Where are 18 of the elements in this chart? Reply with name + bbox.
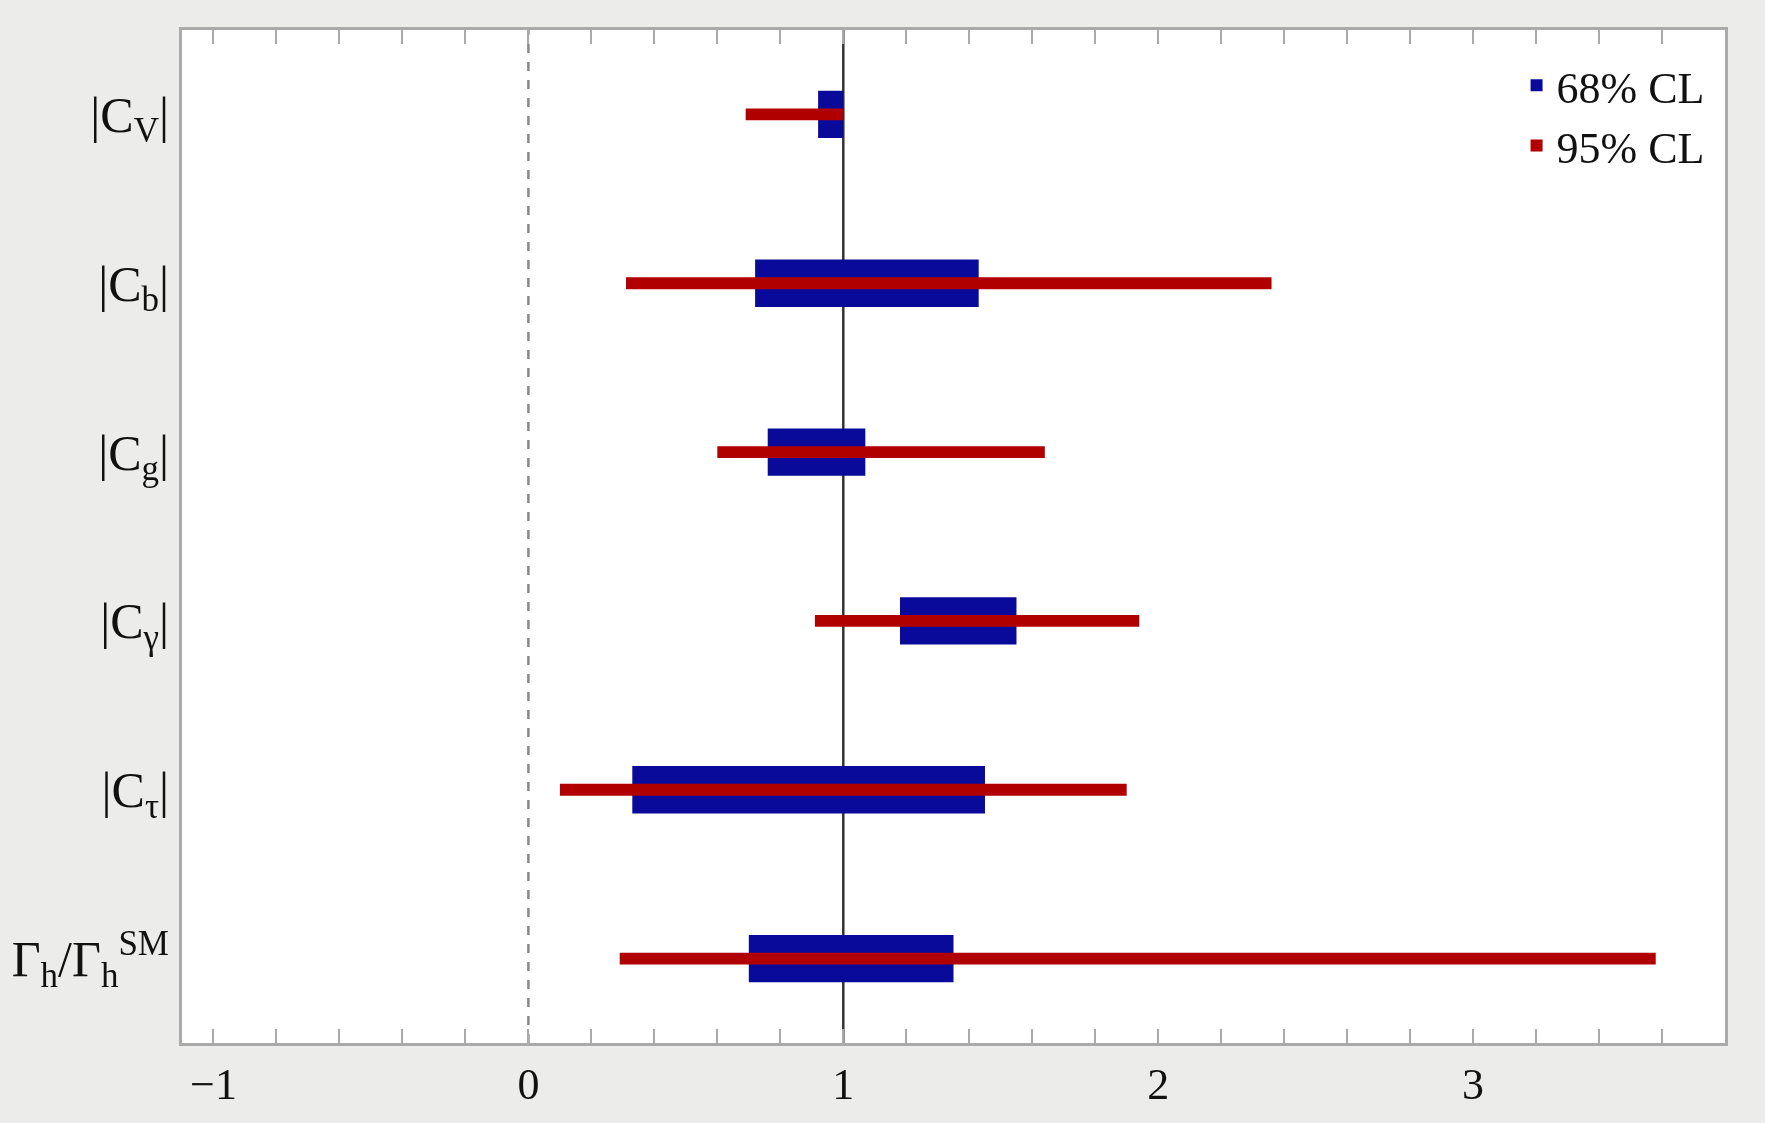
- y-tick-label: |C$_{V}$|: [90, 86, 169, 151]
- x-tick-label: 2: [1147, 1059, 1170, 1109]
- legend-label: 68% CL: [1556, 63, 1705, 113]
- bar: [619, 952, 1656, 965]
- y-tick-label: |C$_{γ}$|: [100, 593, 169, 657]
- bar: [814, 615, 1140, 627]
- y-tick-label: |C$_{b}$|: [98, 255, 169, 320]
- bar: [626, 277, 1272, 290]
- bar: [717, 446, 1045, 458]
- bar: [559, 783, 1127, 796]
- x-tick-label: −1: [190, 1059, 237, 1109]
- x-tick-label: 1: [832, 1059, 855, 1109]
- bar: [745, 108, 844, 121]
- legend-label: 95% CL: [1556, 123, 1705, 173]
- x-tick-label: 0: [517, 1059, 540, 1109]
- y-tick-label: |C$_{τ}$|: [101, 762, 169, 826]
- x-tick-label: 3: [1462, 1059, 1485, 1109]
- y-tick-label: |C$_{g}$|: [98, 424, 169, 489]
